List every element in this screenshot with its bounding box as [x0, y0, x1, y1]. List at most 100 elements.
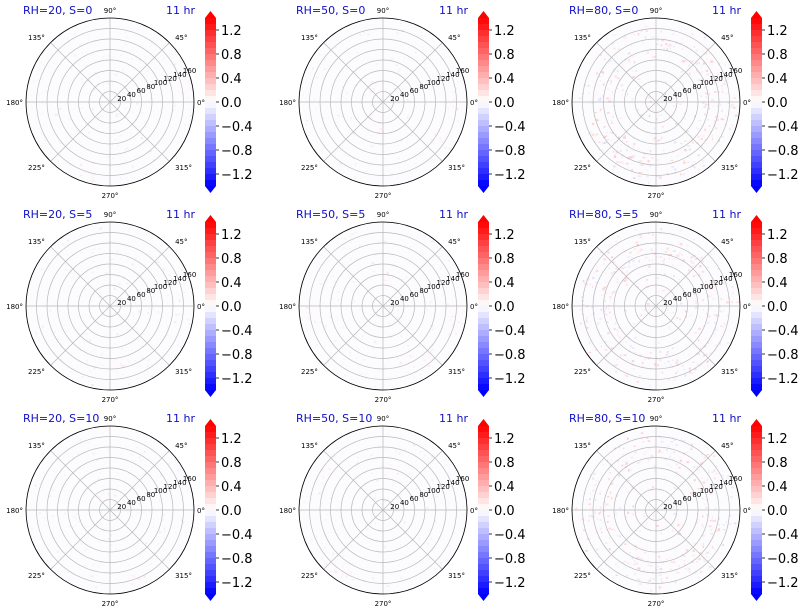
field-cell [669, 253, 673, 257]
field-cell [356, 25, 359, 28]
field-cell [185, 327, 187, 330]
field-cell [605, 112, 607, 114]
field-cell [601, 110, 604, 112]
field-cell [356, 67, 358, 69]
field-cell [133, 92, 136, 95]
field-cell [726, 475, 730, 478]
field-cell [680, 553, 683, 556]
field-cell [356, 445, 359, 447]
field-cell [629, 252, 632, 254]
field-cell [687, 161, 690, 163]
field-cell [622, 271, 624, 274]
field-cell [602, 67, 604, 69]
field-cell [601, 502, 605, 504]
field-cell [610, 122, 614, 124]
field-cell [333, 260, 336, 263]
field-cell [136, 102, 139, 105]
field-cell [661, 358, 663, 360]
field-cell [91, 180, 95, 182]
field-cell [725, 520, 728, 524]
field-cell [128, 132, 132, 135]
field-cell [711, 137, 714, 140]
field-cell [694, 306, 698, 309]
field-cell [107, 382, 110, 385]
field-cell [730, 487, 734, 489]
field-cell [39, 482, 43, 484]
field-cell [454, 302, 457, 304]
field-cell [636, 461, 640, 465]
field-cell [91, 564, 95, 567]
radial-tick-label: 160 [729, 67, 742, 75]
field-cell [306, 101, 308, 104]
field-cell [608, 311, 611, 314]
field-cell [461, 506, 464, 508]
field-cell [57, 454, 60, 456]
field-cell [588, 123, 592, 126]
field-cell [376, 480, 379, 482]
field-cell [660, 532, 663, 534]
field-cell [430, 455, 434, 458]
field-cell [586, 498, 588, 501]
field-cell [404, 448, 407, 451]
field-cell [350, 545, 352, 547]
field-cell [724, 63, 726, 66]
field-cell [637, 329, 639, 332]
field-cell [461, 320, 464, 322]
field-cell [114, 273, 116, 276]
field-cell [700, 138, 703, 141]
field-cell [704, 445, 707, 447]
angular-gridline [109, 42, 170, 103]
field-cell [93, 368, 96, 370]
field-cell [435, 159, 438, 161]
field-cell [706, 267, 709, 269]
field-cell [350, 70, 353, 73]
field-cell [658, 163, 660, 165]
colorbar-band [751, 228, 762, 235]
field-cell [369, 90, 372, 93]
field-cell [355, 357, 358, 359]
field-cell [618, 497, 620, 499]
field-cell [129, 331, 132, 334]
angle-tick-label: 135° [28, 238, 45, 246]
field-cell [611, 272, 614, 274]
field-cell [310, 493, 314, 495]
field-cell [361, 334, 363, 337]
field-cell [689, 461, 693, 464]
field-cell [396, 309, 400, 311]
field-cell [610, 479, 612, 482]
colorbar-band [205, 24, 216, 31]
field-cell [109, 359, 111, 361]
field-cell [665, 354, 668, 356]
field-cell [699, 347, 702, 350]
field-cell [703, 324, 705, 326]
field-cell [59, 153, 62, 155]
field-cell [136, 512, 140, 514]
radial-tick-label: 100 [427, 79, 440, 87]
field-cell [148, 98, 151, 101]
colorbar-band [478, 72, 489, 79]
field-cell [689, 165, 691, 168]
field-cell [339, 274, 343, 277]
colorbar-band [205, 30, 216, 37]
field-cell [107, 68, 109, 71]
field-cell [102, 493, 105, 495]
field-cell [71, 142, 73, 144]
field-cell [370, 472, 373, 475]
field-cell [143, 575, 146, 578]
angle-tick-label: 315° [175, 572, 192, 580]
field-cell [414, 243, 416, 245]
field-cell [699, 134, 702, 137]
field-cell [639, 375, 641, 377]
field-cell [131, 575, 135, 577]
panel-title-left: RH=20, S=10 [23, 412, 99, 425]
field-cell [692, 361, 695, 363]
field-cell [655, 569, 658, 571]
field-cell [626, 149, 628, 151]
field-cell [667, 294, 669, 296]
field-cell [668, 455, 672, 458]
field-cell [612, 486, 614, 489]
field-cell [106, 54, 109, 57]
field-cell [340, 156, 343, 159]
angular-gridline [50, 101, 111, 162]
field-cell [657, 574, 660, 577]
